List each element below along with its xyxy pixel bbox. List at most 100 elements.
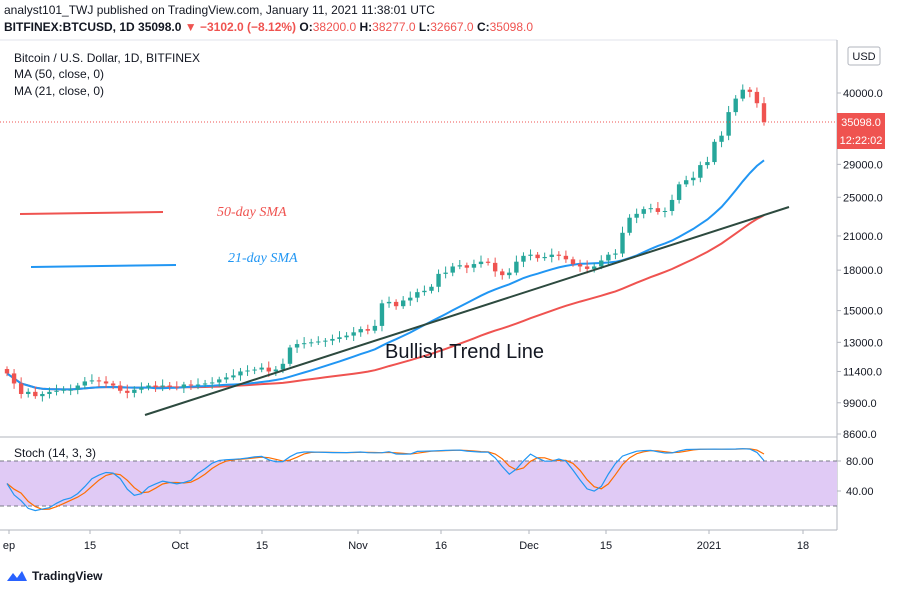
ma50-legend: MA (50, close, 0) [14,67,104,81]
candle [606,252,611,266]
candle [691,171,696,186]
candle-body [266,367,271,372]
candle [747,87,753,98]
candle [47,387,52,399]
price-tick-label: 21000.0 [843,231,883,243]
candle [683,175,689,188]
currency-badge[interactable]: USD [847,46,881,66]
candle [103,376,109,388]
stoch-tick-label: 80.00 [846,456,874,468]
candle-body [464,265,470,268]
candle [252,366,257,375]
candle [393,299,399,310]
candle-body [507,272,512,276]
candle-body [691,177,696,181]
time-tick-label: Nov [348,540,368,552]
candle [245,365,250,376]
candle-body [514,261,519,273]
candle [542,252,547,261]
candle-body [761,103,767,123]
candle [96,376,102,387]
candle-body [188,384,194,386]
candle [429,284,434,294]
open-label: O: [299,20,313,34]
legend-line-21-sma [30,264,177,268]
candle-body [443,272,448,274]
candle-body [599,260,604,267]
price-tick-label: 13000.0 [843,337,883,349]
candle [415,288,420,303]
ma21-legend: MA (21, close, 0) [14,84,104,98]
price-axis[interactable]: 40000.0 29000.0 25000.0 21000.0 18000.0 15000… [837,88,883,441]
candle-body [450,266,455,273]
candle [570,256,576,267]
candle-body [457,265,462,267]
candle [400,296,406,309]
candle [492,257,498,277]
candle-body [393,301,399,307]
candle-body [287,347,293,364]
candle [754,87,760,108]
candle-body [429,286,434,291]
candle [655,202,661,215]
candle-body [436,273,441,287]
candle-body [47,391,52,394]
candle [620,226,625,258]
candle [634,208,639,224]
candle-body [103,381,109,384]
candle [146,382,151,391]
time-axis[interactable]: ep 15 Oct 15 Nov 16 Dec 15 2021 18 [3,530,809,552]
candle [75,382,80,395]
tradingview-logo-text: TradingView [32,569,103,583]
candle [125,384,130,399]
candle-body [209,382,215,384]
tradingview-logo-icon [7,571,27,581]
candle-body [202,383,208,385]
price-badge-value: 35098.0 [841,117,881,129]
candle [563,250,569,263]
candle [478,255,484,268]
candle-body [351,332,356,336]
candle [202,379,208,388]
stoch-legend: Stoch (14, 3, 3) [14,446,96,460]
candle [195,378,201,390]
time-tick-label: Oct [171,540,188,552]
candle [712,139,717,165]
candle [167,382,172,391]
candle [698,161,703,183]
candle-body [89,380,95,382]
candle [82,377,88,390]
candle [174,381,179,391]
candle [535,252,540,262]
candle [443,266,448,279]
candle-body [195,384,201,386]
candle [209,377,215,389]
time-tick-label: 16 [435,540,447,552]
candle-body [61,389,66,391]
candle-body [167,385,172,387]
price-tick-label: 18000.0 [843,265,883,277]
candle [464,262,470,274]
price-change: −3102.0 (−8.12%) [199,20,297,34]
publish-info: analyst101_TWJ published on TradingView.… [4,3,435,17]
tradingview-logo[interactable]: TradingView [6,568,102,584]
candle-body [82,381,88,386]
candle-body [570,259,576,265]
candle-body [726,112,731,136]
candle-body [174,386,179,388]
candle [89,374,95,385]
candle [287,344,293,367]
candle [733,95,738,116]
close-value: 35098.0 [489,20,534,34]
candle-body [181,384,187,388]
candle [500,268,505,280]
close-label: C: [476,20,490,34]
candle-body [485,261,491,263]
candle-body [747,89,753,92]
candle [153,381,158,392]
candle [450,262,455,277]
candle-body [110,383,116,386]
candle [577,259,583,272]
stochastic-pane [0,448,837,512]
